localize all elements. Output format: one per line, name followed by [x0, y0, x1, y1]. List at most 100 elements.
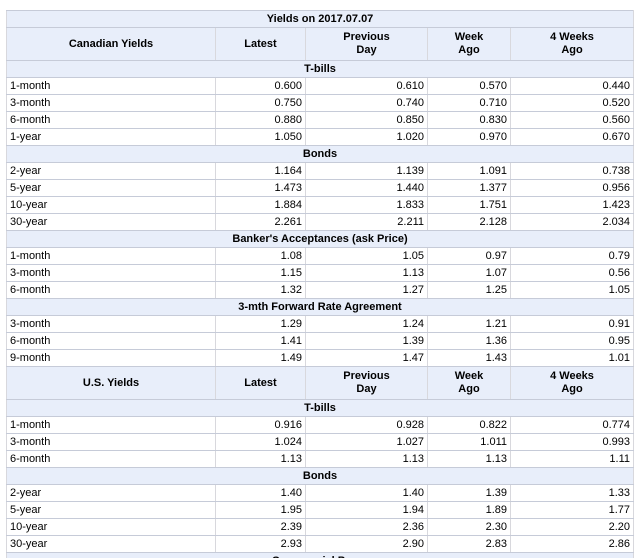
row-label: 6-month — [6, 332, 216, 350]
cell-4-weeks-ago: 0.56 — [509, 264, 635, 282]
column-header-week-ago: Week Ago — [427, 366, 511, 400]
cell-week-ago: 1.011 — [427, 433, 511, 451]
row-label: 30-year — [6, 213, 216, 231]
table-row: 3-month 1.024 1.027 1.011 0.993 — [6, 433, 635, 451]
cell-latest: 1.050 — [215, 128, 306, 146]
cell-latest: 1.15 — [215, 264, 306, 282]
cell-previous-day: 1.13 — [305, 450, 428, 468]
cell-previous-day: 0.928 — [305, 416, 428, 434]
cell-previous-day: 1.94 — [305, 501, 428, 519]
table-row: 2-year 1.40 1.40 1.39 1.33 — [6, 484, 635, 502]
section-header: T-bills — [5, 399, 635, 417]
section-header: Bonds — [5, 145, 635, 163]
cell-week-ago: 2.30 — [427, 518, 511, 536]
cell-week-ago: 1.091 — [427, 162, 511, 180]
row-label: 1-month — [6, 247, 216, 265]
section-header: T-bills — [5, 60, 635, 78]
table-row: 3-month 1.15 1.13 1.07 0.56 — [6, 264, 635, 282]
row-label: 10-year — [6, 196, 216, 214]
section-header: Banker's Acceptances (ask Price) — [5, 230, 635, 248]
table-row: 3-month 0.750 0.740 0.710 0.520 — [6, 94, 635, 112]
cell-4-weeks-ago: 2.86 — [509, 535, 635, 553]
section-header-row: Commercial Paper — [5, 552, 635, 558]
cell-latest: 1.29 — [215, 315, 306, 333]
section-header-row: Bonds — [5, 145, 635, 163]
cell-4-weeks-ago: 0.440 — [509, 77, 635, 95]
row-label: 1-year — [6, 128, 216, 146]
cell-latest: 2.39 — [215, 518, 306, 536]
section-header: 3-mth Forward Rate Agreement — [5, 298, 635, 316]
table-row: 3-month 1.29 1.24 1.21 0.91 — [6, 315, 635, 333]
cell-previous-day: 2.90 — [305, 535, 428, 553]
table-row: 9-month 1.49 1.47 1.43 1.01 — [6, 349, 635, 367]
cell-4-weeks-ago: 1.33 — [509, 484, 635, 502]
cell-4-weeks-ago: 0.670 — [509, 128, 635, 146]
cell-latest: 2.93 — [215, 535, 306, 553]
cell-previous-day: 1.39 — [305, 332, 428, 350]
cell-latest: 1.473 — [215, 179, 306, 197]
cell-latest: 0.916 — [215, 416, 306, 434]
cell-4-weeks-ago: 1.05 — [509, 281, 635, 299]
column-header-latest: Latest — [215, 27, 306, 61]
table-row: 6-month 0.880 0.850 0.830 0.560 — [6, 111, 635, 129]
cell-week-ago: 0.970 — [427, 128, 511, 146]
cell-latest: 1.13 — [215, 450, 306, 468]
cell-previous-day: 1.020 — [305, 128, 428, 146]
cell-latest: 1.164 — [215, 162, 306, 180]
cell-latest: 0.880 — [215, 111, 306, 129]
section-header-row: T-bills — [5, 399, 635, 417]
cell-latest: 1.95 — [215, 501, 306, 519]
cell-week-ago: 1.89 — [427, 501, 511, 519]
group-heading: U.S. Yields — [6, 366, 216, 400]
row-label: 2-year — [6, 484, 216, 502]
table-row: 6-month 1.41 1.39 1.36 0.95 — [6, 332, 635, 350]
group-heading: Canadian Yields — [6, 27, 216, 61]
cell-latest: 1.32 — [215, 281, 306, 299]
yields-table: Yields on 2017.07.07 Canadian Yields Lat… — [5, 10, 635, 558]
row-label: 9-month — [6, 349, 216, 367]
cell-week-ago: 1.21 — [427, 315, 511, 333]
section-header-row: Banker's Acceptances (ask Price) — [5, 230, 635, 248]
cell-previous-day: 2.36 — [305, 518, 428, 536]
table-row: 1-month 0.600 0.610 0.570 0.440 — [6, 77, 635, 95]
cell-4-weeks-ago: 1.11 — [509, 450, 635, 468]
column-header-previous-day: Previous Day — [305, 366, 428, 400]
cell-week-ago: 1.377 — [427, 179, 511, 197]
row-label: 5-year — [6, 179, 216, 197]
row-label: 6-month — [6, 281, 216, 299]
row-label: 6-month — [6, 450, 216, 468]
row-label: 3-month — [6, 433, 216, 451]
table-row: 10-year 1.884 1.833 1.751 1.423 — [6, 196, 635, 214]
cell-week-ago: 2.83 — [427, 535, 511, 553]
cell-previous-day: 1.440 — [305, 179, 428, 197]
table-row: 10-year 2.39 2.36 2.30 2.20 — [6, 518, 635, 536]
row-label: 5-year — [6, 501, 216, 519]
table-row: 6-month 1.32 1.27 1.25 1.05 — [6, 281, 635, 299]
cell-4-weeks-ago: 0.993 — [509, 433, 635, 451]
table-row: 30-year 2.93 2.90 2.83 2.86 — [6, 535, 635, 553]
row-label: 30-year — [6, 535, 216, 553]
cell-week-ago: 1.36 — [427, 332, 511, 350]
cell-previous-day: 0.850 — [305, 111, 428, 129]
cell-previous-day: 1.027 — [305, 433, 428, 451]
cell-latest: 1.884 — [215, 196, 306, 214]
table-row: 30-year 2.261 2.211 2.128 2.034 — [6, 213, 635, 231]
table-title-row: Yields on 2017.07.07 — [5, 10, 635, 28]
cell-4-weeks-ago: 2.034 — [509, 213, 635, 231]
section-header-row: Bonds — [5, 467, 635, 485]
cell-previous-day: 1.13 — [305, 264, 428, 282]
column-header-week-ago: Week Ago — [427, 27, 511, 61]
row-label: 3-month — [6, 264, 216, 282]
cell-previous-day: 1.24 — [305, 315, 428, 333]
cell-latest: 2.261 — [215, 213, 306, 231]
column-header-previous-day: Previous Day — [305, 27, 428, 61]
cell-previous-day: 2.211 — [305, 213, 428, 231]
cell-previous-day: 1.05 — [305, 247, 428, 265]
column-header-row: Canadian Yields Latest Previous Day Week… — [6, 27, 635, 61]
cell-4-weeks-ago: 0.560 — [509, 111, 635, 129]
row-label: 3-month — [6, 94, 216, 112]
cell-latest: 1.024 — [215, 433, 306, 451]
cell-week-ago: 1.25 — [427, 281, 511, 299]
table-row: 2-year 1.164 1.139 1.091 0.738 — [6, 162, 635, 180]
row-label: 6-month — [6, 111, 216, 129]
